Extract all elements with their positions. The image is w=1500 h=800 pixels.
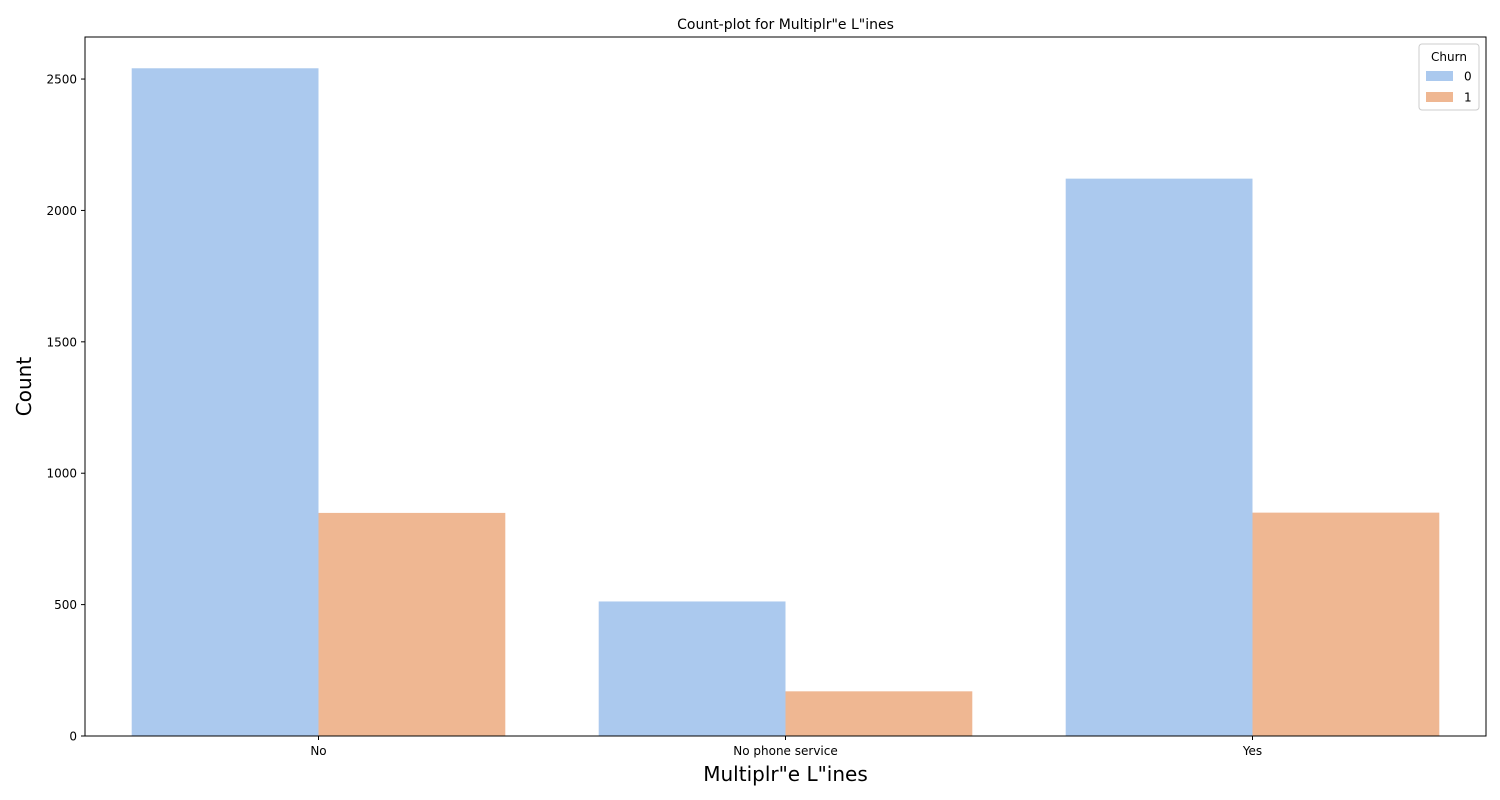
bar-yes-churn-1	[1252, 512, 1440, 736]
bar-yes-churn-0	[1065, 178, 1253, 737]
y-tick-label: 0	[69, 730, 77, 744]
y-tick-label: 2500	[46, 73, 77, 87]
legend-swatch-1	[1426, 92, 1453, 102]
legend-title: Churn	[1431, 50, 1467, 64]
axes-layer: 0 500 1000 1500 2000 2500 No No phone service Ye…	[46, 36, 1487, 758]
legend-label-0: 0	[1464, 70, 1472, 84]
chart-title: Count-plot for Multiplr"e L"ines	[677, 17, 894, 33]
bars-layer	[131, 68, 1440, 737]
y-tick-label: 2000	[46, 204, 77, 218]
legend: Churn 0 1	[1418, 43, 1480, 111]
bar-no-churn-0	[131, 68, 319, 736]
legend-swatch-0	[1426, 71, 1453, 81]
x-tick-label: No phone service	[733, 744, 837, 758]
y-tick-label: 500	[54, 598, 77, 612]
bar-no-churn-1	[318, 512, 506, 736]
x-tick-label: Yes	[1242, 744, 1262, 758]
bar-no-phone-service-churn-1	[785, 691, 973, 736]
legend-label-1: 1	[1464, 91, 1472, 105]
x-axis-label: Multiplr"e L"ines	[703, 762, 868, 786]
bar-no-phone-service-churn-0	[598, 601, 786, 736]
x-tick-label: No	[310, 744, 326, 758]
y-tick-label: 1500	[46, 335, 77, 349]
y-axis-label: Count	[12, 357, 36, 417]
y-tick-label: 1000	[46, 467, 77, 481]
